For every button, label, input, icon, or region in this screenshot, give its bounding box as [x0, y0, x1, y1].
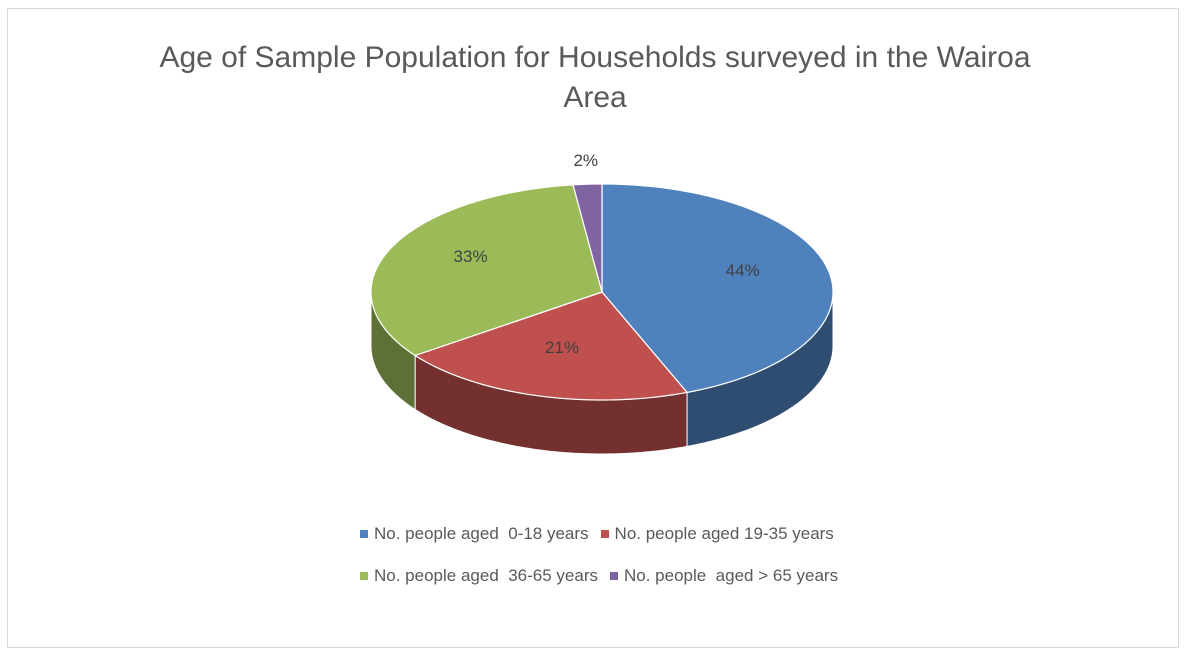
legend-swatch — [600, 530, 609, 538]
data-label: 21% — [545, 338, 579, 357]
page: Age of Sample Population for Households … — [7, 8, 1179, 648]
legend-label: No. people aged 19-35 years — [614, 524, 834, 543]
legend-item: No. people aged 36-65 years — [360, 564, 598, 588]
legend-item: No. people aged > 65 years — [610, 564, 838, 588]
legend: No. people aged 0-18 years No. people age… — [360, 522, 940, 588]
legend-item: No. people aged 0-18 years — [360, 522, 589, 546]
data-label: 2% — [573, 151, 598, 170]
legend-item: No. people aged 19-35 years — [600, 522, 834, 546]
legend-label: No. people aged 36-65 years — [374, 566, 598, 585]
legend-swatch — [360, 572, 368, 580]
chart-title: Age of Sample Population for Households … — [159, 41, 1031, 114]
data-label: 33% — [454, 247, 488, 266]
legend-swatch — [360, 530, 368, 538]
pie-slice — [370, 184, 603, 357]
pie-slice — [572, 183, 603, 293]
pie-slice — [601, 183, 834, 394]
pie-chart: 44% 21% 33% 2% — [370, 151, 834, 455]
data-label: 44% — [726, 261, 760, 280]
pie-slice — [413, 291, 689, 401]
legend-label: No. people aged 0-18 years — [374, 524, 589, 543]
legend-swatch — [610, 572, 618, 580]
legend-label: No. people aged > 65 years — [624, 566, 839, 585]
